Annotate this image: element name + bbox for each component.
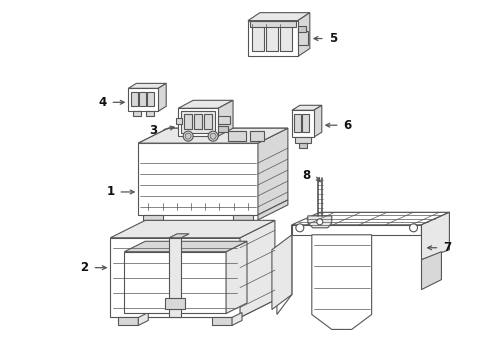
Bar (298, 143, 306, 148)
Polygon shape (169, 234, 189, 238)
Polygon shape (124, 241, 246, 252)
Polygon shape (110, 300, 274, 318)
Bar (139, 92, 146, 106)
Bar (265, 24, 277, 51)
Polygon shape (258, 200, 287, 220)
Circle shape (295, 224, 303, 232)
Polygon shape (421, 212, 448, 260)
Polygon shape (291, 212, 448, 225)
Circle shape (316, 219, 322, 225)
Text: 1: 1 (106, 185, 114, 198)
Bar (165, 298, 185, 310)
Bar (194, 114, 202, 129)
Polygon shape (178, 100, 233, 108)
Polygon shape (158, 84, 166, 111)
Bar (233, 215, 252, 220)
Bar (227, 131, 245, 141)
Circle shape (208, 131, 218, 141)
Bar (279, 24, 291, 51)
Circle shape (210, 133, 216, 139)
Text: 8: 8 (302, 168, 310, 181)
Bar (146, 111, 154, 116)
Bar (297, 26, 305, 32)
Bar (293, 114, 300, 132)
Polygon shape (421, 212, 448, 235)
Polygon shape (218, 100, 233, 136)
Bar (297, 31, 307, 45)
Bar (169, 238, 181, 318)
Polygon shape (291, 225, 421, 235)
Polygon shape (178, 108, 218, 136)
Bar (218, 116, 229, 124)
Bar (249, 131, 264, 141)
Circle shape (408, 224, 417, 232)
Polygon shape (291, 110, 313, 137)
Bar (143, 215, 163, 220)
Polygon shape (313, 105, 321, 137)
Text: 3: 3 (149, 124, 157, 137)
Bar (133, 111, 141, 116)
Text: 5: 5 (328, 32, 336, 45)
Polygon shape (271, 235, 291, 310)
Bar (131, 92, 138, 106)
Polygon shape (421, 252, 441, 289)
Bar (181, 111, 215, 133)
Text: 7: 7 (443, 241, 450, 254)
Bar (294, 137, 310, 143)
Polygon shape (138, 128, 287, 143)
Polygon shape (247, 13, 309, 21)
Bar (218, 126, 227, 132)
Polygon shape (128, 84, 166, 88)
Polygon shape (110, 238, 240, 318)
Bar (176, 118, 182, 124)
Bar (184, 114, 192, 129)
Bar (249, 21, 295, 27)
Polygon shape (232, 312, 242, 325)
Circle shape (183, 131, 193, 141)
Polygon shape (258, 128, 287, 215)
Polygon shape (138, 143, 258, 215)
Polygon shape (307, 216, 331, 228)
Bar (212, 318, 232, 325)
Polygon shape (138, 128, 287, 143)
Polygon shape (128, 88, 158, 111)
Polygon shape (240, 220, 274, 318)
Text: 2: 2 (80, 261, 88, 274)
Polygon shape (311, 235, 371, 329)
Polygon shape (297, 13, 309, 57)
Polygon shape (247, 21, 297, 57)
Polygon shape (138, 312, 148, 325)
Polygon shape (225, 241, 246, 314)
Polygon shape (110, 220, 274, 238)
Polygon shape (276, 225, 291, 315)
Polygon shape (291, 105, 321, 110)
Bar (203, 114, 212, 129)
Polygon shape (124, 252, 225, 314)
Text: 4: 4 (98, 96, 106, 109)
Bar (147, 92, 154, 106)
Bar (301, 114, 308, 132)
Circle shape (185, 133, 191, 139)
Bar (118, 318, 138, 325)
Text: 6: 6 (343, 119, 351, 132)
Bar (251, 24, 264, 51)
